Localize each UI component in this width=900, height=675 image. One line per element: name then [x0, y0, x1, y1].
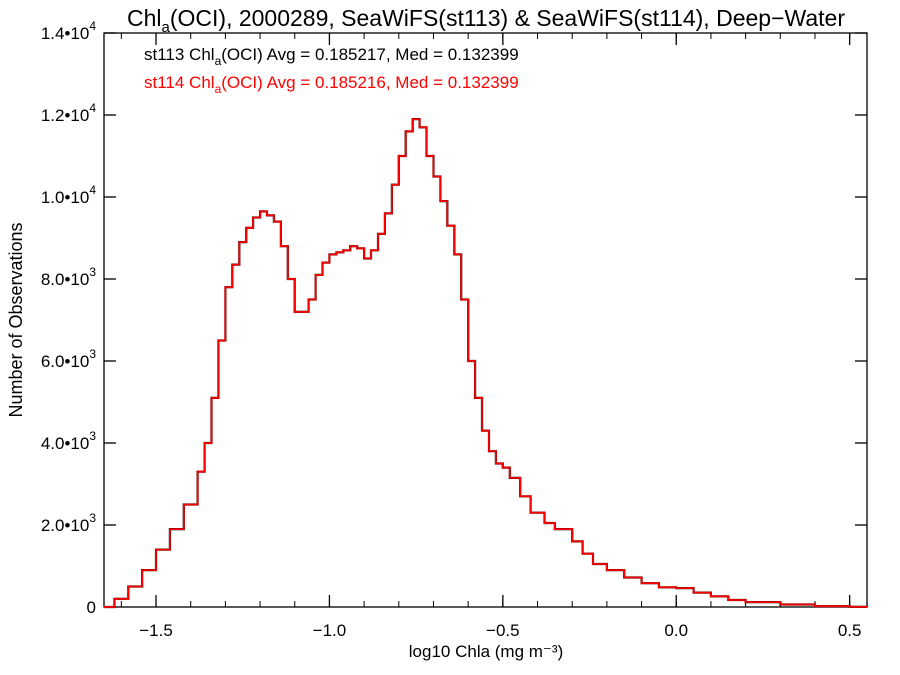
chart-title: Chla(OCI), 2000289, SeaWiFS(st113) & Sea…: [127, 5, 845, 36]
x-tick-label: 0.0: [664, 621, 688, 640]
plot-frame: [103, 32, 868, 608]
y-tick-label: 0: [87, 598, 96, 617]
y-tick-label: 1.2•104: [41, 101, 97, 125]
y-tick-label: 6.0•103: [41, 347, 97, 371]
x-tick-label: 0.5: [838, 621, 862, 640]
y-tick-label: 8.0•103: [41, 265, 97, 289]
x-tick-label: −1.0: [313, 621, 347, 640]
x-tick-label: −0.5: [486, 621, 520, 640]
y-tick-label: 1.0•104: [41, 183, 97, 207]
y-tick-label: 1.4•104: [41, 19, 97, 43]
y-tick-label: 4.0•103: [41, 429, 97, 453]
y-tick-label: 2.0•103: [41, 511, 97, 535]
series-line-st114: [104, 118, 868, 608]
x-tick-label: −1.5: [139, 621, 173, 640]
y-axis-label: Number of Observations: [6, 222, 26, 417]
x-axis-label: log10 Chla (mg m⁻³): [409, 642, 563, 661]
stats-annotation: st113 Chla(OCI) Avg = 0.185217, Med = 0.…: [144, 45, 519, 68]
stats-annotation: st114 Chla(OCI) Avg = 0.185216, Med = 0.…: [144, 73, 519, 96]
